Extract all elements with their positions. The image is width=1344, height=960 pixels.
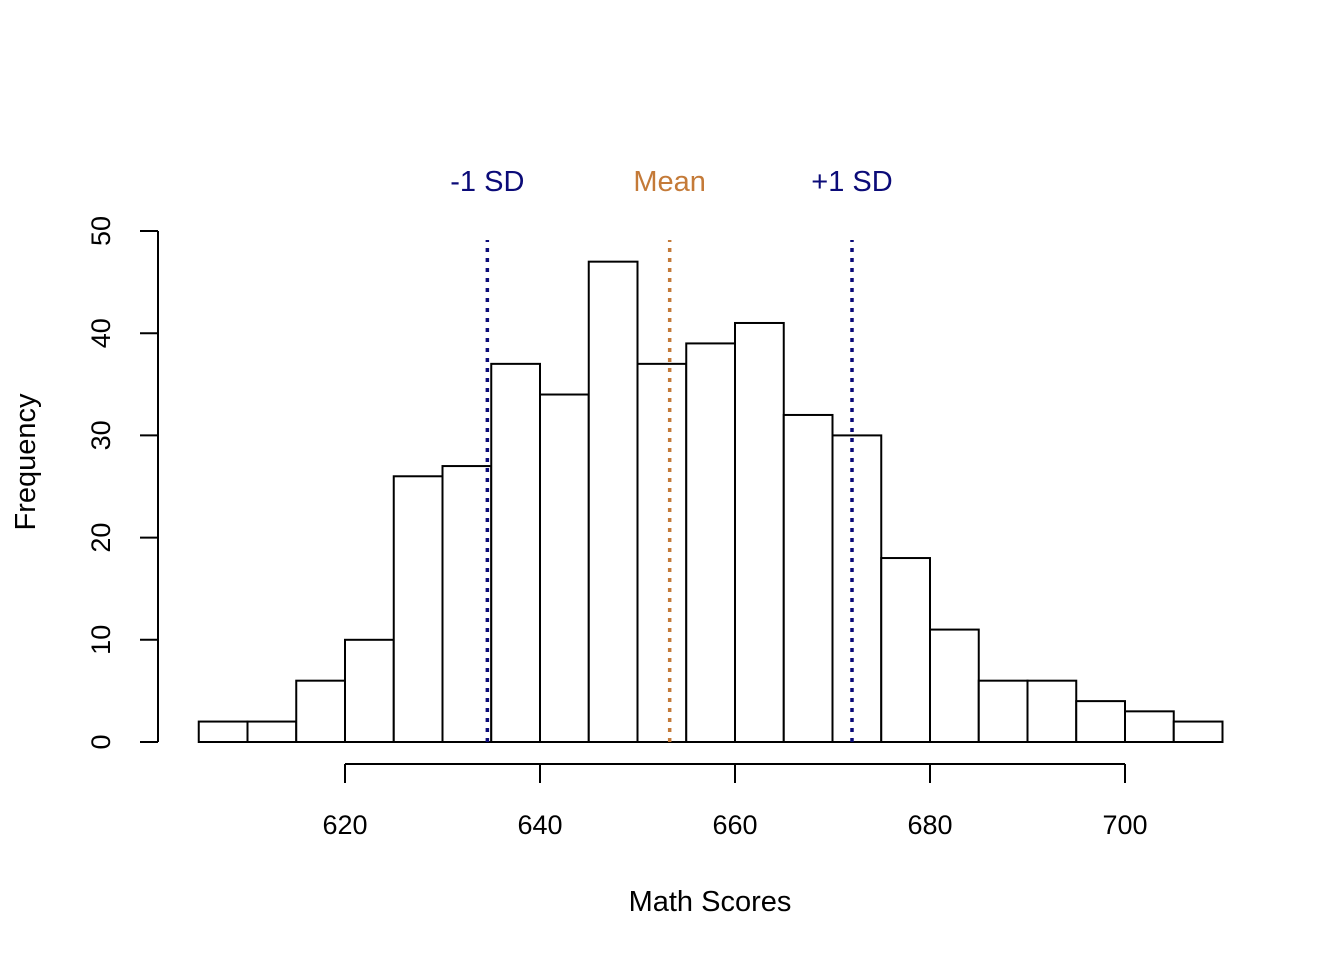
histogram-bar	[587, 260, 639, 743]
histogram-bar	[782, 413, 834, 743]
histogram-bar	[929, 628, 980, 744]
histogram-bar	[246, 720, 298, 743]
y-axis: 0 10 20 30 40 50	[86, 216, 159, 750]
histogram-bar	[344, 638, 395, 743]
y-axis-label: Frequency	[10, 393, 42, 531]
histogram-bar	[636, 362, 688, 743]
histogram-bar	[1172, 720, 1224, 743]
y-tick-label: 40	[86, 318, 116, 348]
y-tick-label: 50	[86, 216, 116, 246]
histogram-bar	[734, 321, 785, 743]
histogram-bar	[880, 557, 931, 743]
histogram-bar	[1075, 700, 1126, 743]
y-tick-label: 20	[86, 523, 116, 553]
histogram-bar	[197, 720, 249, 743]
x-tick-label: 620	[322, 810, 367, 840]
x-tick-label: 680	[907, 810, 952, 840]
histogram-bar	[1026, 679, 1078, 743]
x-tick-label: 660	[712, 810, 757, 840]
histogram-bar	[977, 679, 1029, 743]
bars	[197, 260, 1224, 744]
reference-lines: -1 SD Mean +1 SD	[450, 166, 893, 742]
y-tick-label: 30	[86, 420, 116, 450]
reference-line-label: -1 SD	[450, 166, 524, 198]
x-tick-label: 700	[1102, 810, 1147, 840]
y-tick-label: 10	[86, 625, 116, 655]
x-axis: 620 640 660 680 700	[322, 763, 1148, 840]
histogram-bar	[539, 393, 590, 743]
reference-line-label: +1 SD	[811, 166, 892, 198]
x-axis-label: Math Scores	[629, 886, 792, 918]
histogram-bar	[490, 362, 541, 743]
histogram-bar	[1124, 710, 1175, 744]
histogram-bar	[831, 434, 883, 743]
x-tick-label: 640	[517, 810, 562, 840]
reference-line-label: Mean	[633, 166, 706, 198]
histogram-bar	[392, 475, 444, 743]
histogram-bar	[441, 465, 493, 743]
histogram-bar	[685, 342, 736, 743]
y-tick-label: 0	[86, 734, 116, 749]
histogram-bar	[295, 679, 346, 743]
